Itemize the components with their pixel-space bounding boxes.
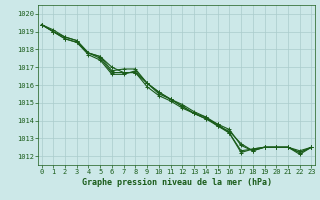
X-axis label: Graphe pression niveau de la mer (hPa): Graphe pression niveau de la mer (hPa) <box>82 178 271 187</box>
